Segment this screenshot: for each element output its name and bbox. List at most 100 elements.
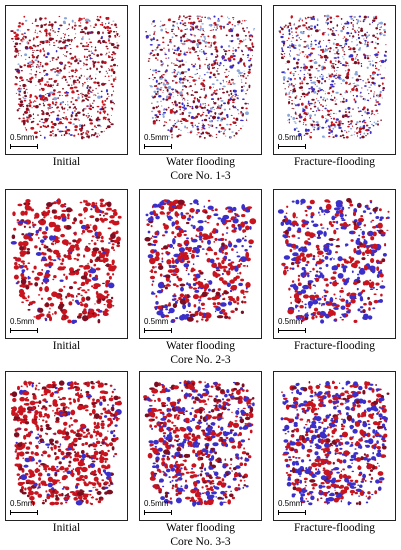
pore-blob: [189, 82, 191, 84]
pore-blob: [104, 99, 107, 102]
pore-blob: [191, 63, 193, 66]
pore-blob: [201, 122, 204, 124]
pore-blob: [160, 205, 165, 210]
pore-blob: [50, 217, 52, 219]
pore-blob: [308, 26, 311, 29]
pore-blob: [230, 285, 238, 290]
pore-blob: [313, 307, 319, 312]
pore-blob: [72, 457, 78, 462]
pore-blob: [191, 107, 194, 110]
pore-blob: [185, 266, 189, 270]
pore-blob: [68, 23, 70, 26]
pore-blob: [235, 125, 237, 127]
pore-blob: [34, 276, 40, 281]
pore-blob: [320, 223, 323, 227]
pore-blob: [202, 236, 209, 240]
pore-blob: [315, 60, 317, 63]
pore-blob: [221, 58, 224, 60]
pore-blob: [326, 76, 328, 79]
pore-blob: [322, 302, 326, 306]
pore-blob: [237, 272, 239, 275]
pore-blob: [369, 212, 372, 215]
pore-blob: [92, 443, 98, 448]
pore-blob: [81, 96, 84, 98]
pore-blob: [304, 209, 308, 212]
pore-blob: [73, 38, 76, 40]
pore-blob: [174, 89, 177, 91]
pore-blob: [40, 87, 43, 90]
pore-blob: [174, 34, 178, 37]
pore-blob: [236, 24, 240, 26]
pore-blob: [211, 115, 217, 120]
pore-blob: [73, 443, 78, 447]
pore-blob: [223, 48, 225, 51]
pore-blob: [42, 47, 45, 51]
pore-blob: [103, 130, 105, 132]
pore-blob: [175, 69, 177, 72]
pore-blob: [63, 285, 66, 288]
pore-blob: [356, 287, 359, 291]
pore-blob: [81, 289, 86, 292]
pore-blob: [83, 17, 85, 20]
pore-blob: [99, 217, 104, 221]
pore-blob: [308, 47, 310, 49]
pore-blob: [332, 123, 336, 127]
pore-blob: [35, 135, 38, 139]
pore-blob: [51, 111, 55, 113]
pore-blob: [106, 48, 109, 50]
pore-blob: [12, 211, 16, 217]
pore-blob: [21, 120, 23, 123]
pore-blob: [197, 17, 200, 20]
pore-blob: [374, 104, 377, 107]
pore-blob: [380, 77, 384, 80]
pore-blob: [68, 35, 70, 37]
pore-blob: [231, 131, 234, 133]
pore-blob: [201, 120, 204, 122]
pore-blob: [149, 275, 156, 280]
pore-blob: [248, 85, 251, 89]
pore-blob: [370, 114, 372, 116]
pore-blob: [112, 70, 116, 75]
pore-blob: [185, 243, 189, 247]
pore-blob: [352, 35, 355, 38]
pore-blob: [303, 40, 307, 43]
pore-blob: [327, 17, 329, 21]
pore-blob: [240, 289, 245, 294]
pore-blob: [90, 496, 95, 499]
pore-blob: [382, 86, 385, 90]
pore-blob: [93, 448, 97, 450]
pore-blob: [91, 408, 96, 415]
ct-panel-water-flooding: 0.5mm: [139, 189, 262, 339]
pore-blob: [29, 73, 31, 75]
pore-blob: [26, 267, 29, 271]
pore-blob: [232, 54, 236, 58]
pore-blob: [244, 102, 248, 105]
pore-blob: [89, 215, 95, 219]
pore-blob: [214, 56, 218, 59]
pore-blob: [35, 444, 39, 450]
pore-blob: [63, 17, 68, 20]
pore-blob: [308, 76, 313, 79]
pore-blob: [77, 405, 84, 411]
pore-blob: [239, 271, 242, 275]
pore-blob: [171, 28, 173, 31]
pore-blob: [113, 416, 119, 419]
pore-blob: [204, 63, 206, 66]
pore-blob: [327, 110, 330, 113]
pore-blob: [110, 42, 112, 44]
pore-blob: [313, 292, 317, 294]
pore-blob: [54, 70, 56, 74]
pore-blob: [172, 20, 176, 23]
pore-blob: [37, 237, 40, 239]
pore-blob: [204, 41, 208, 44]
pore-blob: [25, 446, 31, 450]
pore-blob: [195, 234, 198, 238]
pore-blob: [368, 100, 370, 102]
pore-blob: [75, 68, 77, 71]
pore-blob: [233, 277, 238, 281]
pore-blob: [216, 26, 219, 28]
pore-blob: [348, 115, 350, 117]
pore-blob: [165, 98, 169, 101]
pore-blob: [347, 125, 350, 128]
pore-blob: [103, 391, 109, 395]
